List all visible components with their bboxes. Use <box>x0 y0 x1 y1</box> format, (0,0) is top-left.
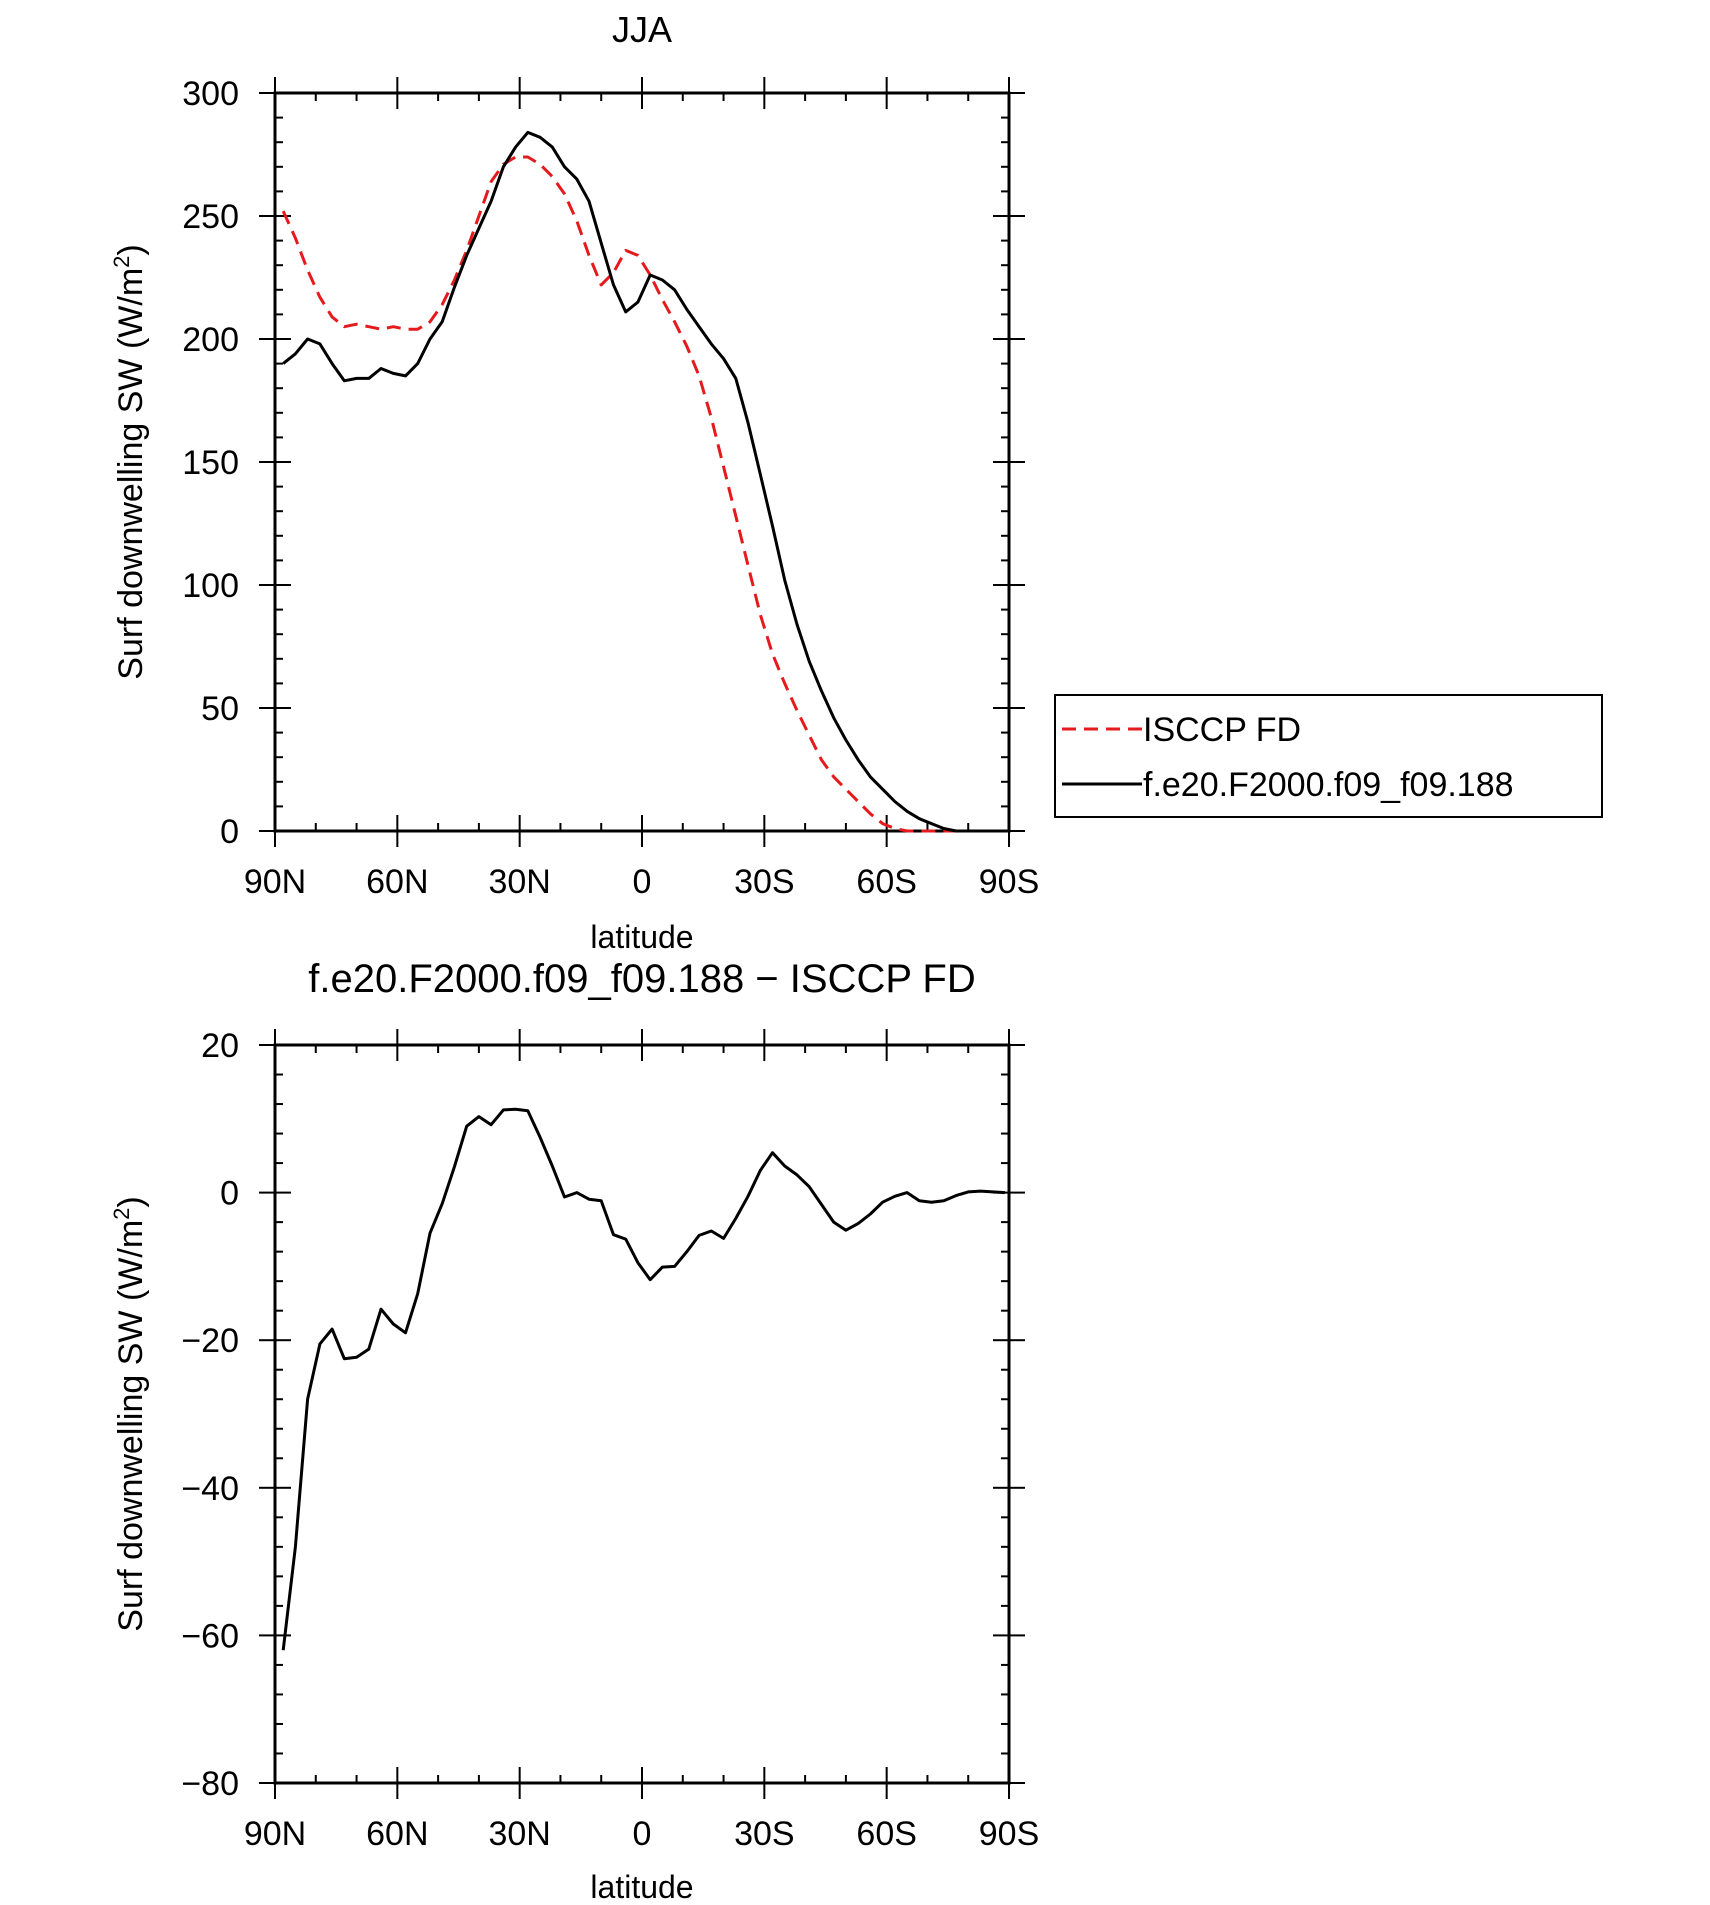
bottom-x-tick-label: 90N <box>244 1815 306 1853</box>
legend-label-model: f.e20.F2000.f09_f09.188 <box>1143 766 1514 804</box>
top-y-tick-label: 300 <box>182 75 239 113</box>
top-x-axis-label: latitude <box>590 919 693 955</box>
top-title: JJA <box>612 9 672 50</box>
bottom-y-tick-label: 20 <box>201 1027 239 1065</box>
bottom-y-tick-label: 0 <box>220 1175 239 1213</box>
bottom-axes: 90N 60N 30N 0 30S 60S 90S −80 −60 −40 −20 0 20 <box>181 1027 1039 1853</box>
top-plot-frame <box>273 91 1011 833</box>
top-x-tick-label: 90S <box>979 863 1040 901</box>
legend-box <box>1054 694 1603 818</box>
top-series-line-isccp <box>281 155 1005 833</box>
bottom-y-tick-label: −60 <box>181 1617 239 1655</box>
bottom-y-tick-label: −80 <box>181 1765 239 1803</box>
top-y-tick-label: 250 <box>182 198 239 236</box>
bottom-x-tick-label: 60S <box>856 1815 917 1853</box>
bottom-series <box>281 1107 1005 1651</box>
bottom-x-axis-label: latitude <box>590 1869 693 1905</box>
bottom-x-tick-label: 60N <box>366 1815 428 1853</box>
bottom-y-tick-label: −40 <box>181 1470 239 1508</box>
legend: ISCCP FD f.e20.F2000.f09_f09.188 <box>1054 694 1603 818</box>
bottom-x-tick-label: 30S <box>734 1815 795 1853</box>
top-x-tick-label: 30N <box>488 863 550 901</box>
top-x-tick-label: 0 <box>633 863 652 901</box>
top-y-axis-label: Surf downwelling SW (W/m2) <box>109 244 150 679</box>
bottom-title: f.e20.F2000.f09_f09.188 − ISCCP FD <box>308 957 975 1001</box>
top-series-line-model <box>282 130 1005 833</box>
top-y-tick-label: 0 <box>220 813 239 851</box>
bottom-series-line-model <box>281 1107 1005 1651</box>
bottom-y-tick-label: −20 <box>181 1322 239 1360</box>
top-x-tick-label: 60N <box>366 863 428 901</box>
top-y-tick-label: 50 <box>201 690 239 728</box>
panel-bottom: f.e20.F2000.f09_f09.188 − ISCCP FD 90N 60… <box>109 957 1039 1905</box>
top-axes: 90N 60N 30N 0 30S 60S 90S 0 50 100 150 200 250 300 <box>182 75 1039 901</box>
bottom-x-tick-label: 0 <box>633 1815 652 1853</box>
bottom-x-tick-label: 90S <box>979 1815 1040 1853</box>
bottom-y-axis-label: Surf downwelling SW (W/m2) <box>109 1196 150 1631</box>
top-y-tick-label: 100 <box>182 567 239 605</box>
legend-label-isccp: ISCCP FD <box>1143 711 1301 749</box>
top-y-tick-label: 150 <box>182 444 239 482</box>
bottom-plot-frame <box>273 1043 1011 1785</box>
bottom-x-tick-label: 30N <box>488 1815 550 1853</box>
top-series <box>281 130 1005 833</box>
top-x-tick-label: 90N <box>244 863 306 901</box>
top-x-tick-label: 60S <box>856 863 917 901</box>
panel-top: JJA 90N 60N 30N 0 30S 60S 90S 0 50 100 150 200 250 30… <box>109 9 1603 955</box>
top-x-tick-label: 30S <box>734 863 795 901</box>
top-y-tick-label: 200 <box>182 321 239 359</box>
